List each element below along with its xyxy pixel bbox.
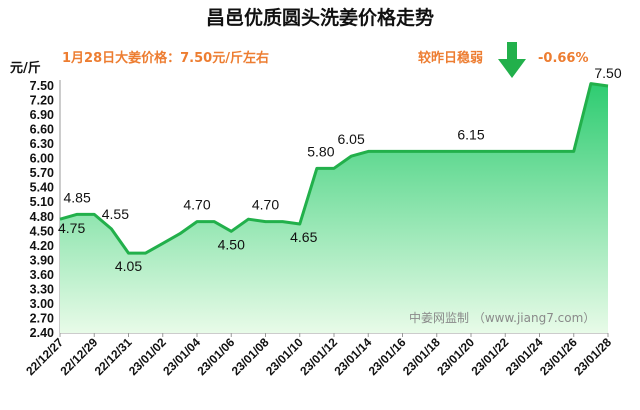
data-label: 6.05 (338, 131, 365, 147)
y-tick-label: 2.70 (30, 311, 54, 325)
chart-title: 昌邑优质圆头洗姜价格走势 (206, 6, 434, 29)
x-tick-label: 23/01/28 (571, 335, 614, 378)
y-tick-label: 5.10 (30, 195, 54, 209)
data-label: 4.50 (218, 236, 245, 252)
y-tick-label: 6.60 (30, 123, 54, 137)
trend-text: 较昨日稳弱 (418, 50, 483, 66)
y-tick-label: 6.00 (30, 152, 54, 166)
data-label: 4.70 (183, 197, 210, 213)
y-tick-label: 7.20 (30, 94, 54, 108)
data-label: 4.05 (115, 258, 142, 274)
y-axis-unit: 元/斤 (10, 60, 41, 76)
y-tick-label: 5.70 (30, 166, 54, 180)
y-tick-label: 7.50 (30, 79, 54, 93)
data-label: 4.85 (64, 189, 91, 205)
data-label: 6.15 (457, 126, 484, 142)
price-note: 1月28日大姜价格：7.50元/斤左右 (62, 50, 269, 66)
y-tick-label: 5.40 (30, 181, 54, 195)
watermark: 中姜网监制 （www.jiang7.com） (409, 310, 595, 325)
y-tick-label: 4.80 (30, 210, 54, 224)
data-label: 4.55 (102, 206, 129, 222)
y-tick-label: 6.90 (30, 108, 54, 122)
data-label: 4.70 (252, 197, 279, 213)
y-tick-label: 6.30 (30, 137, 54, 151)
y-tick-label: 3.90 (30, 253, 54, 267)
y-tick-label: 3.00 (30, 297, 54, 311)
y-tick-label: 4.20 (30, 239, 54, 253)
data-label: 5.80 (307, 143, 334, 159)
down-arrow-icon (498, 42, 526, 78)
y-tick-label: 2.40 (30, 326, 54, 340)
data-label: 4.65 (290, 229, 317, 245)
area-fill (60, 83, 608, 333)
y-tick-label: 3.60 (30, 268, 54, 282)
data-label: 4.75 (58, 220, 85, 236)
y-tick-label: 3.30 (30, 282, 54, 296)
change-percent: -0.66% (538, 51, 589, 66)
y-tick-label: 4.50 (30, 224, 54, 238)
data-label: 7.50 (594, 65, 621, 81)
plot-area: 4.75 4.85 4.55 4.05 4.70 4.50 4.70 4.65 5.806.05… (58, 65, 622, 333)
